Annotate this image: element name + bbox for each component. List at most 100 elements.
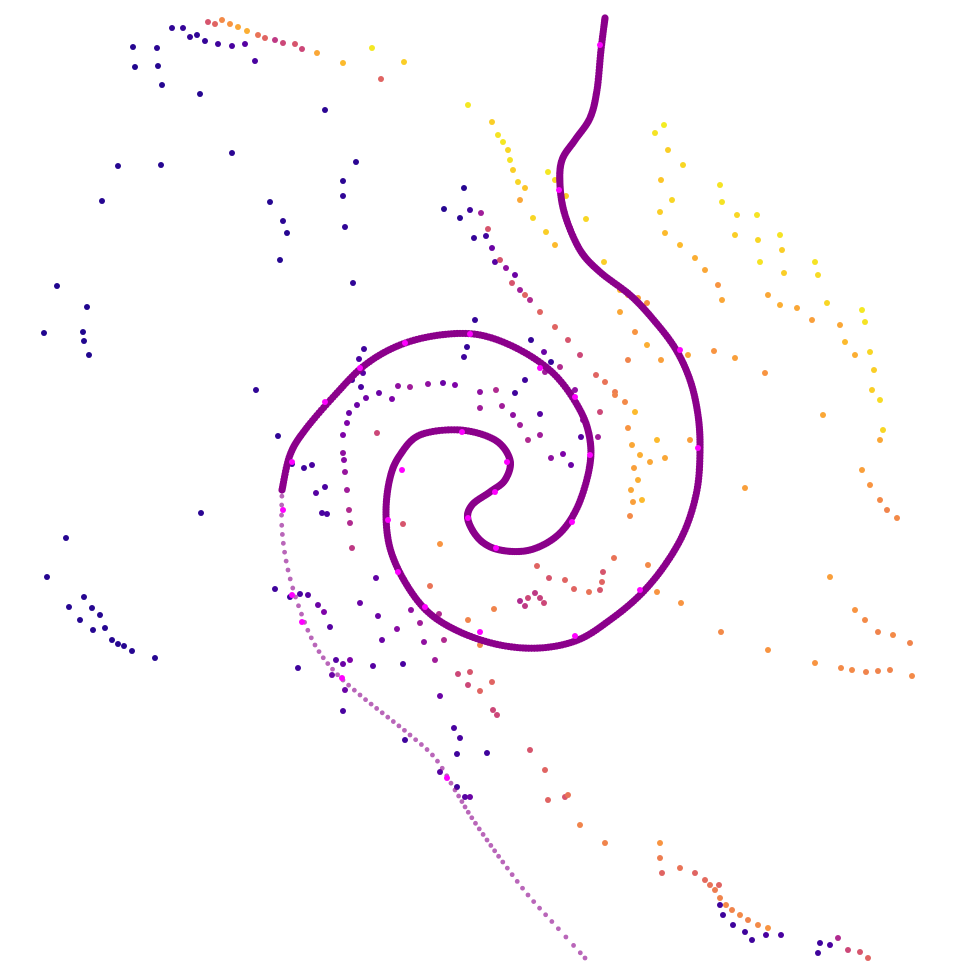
spiral-highlight-point — [289, 459, 295, 465]
scatter-point — [485, 226, 491, 232]
scatter-point — [457, 735, 463, 741]
spiral-tail-point — [279, 522, 285, 528]
scatter-point — [494, 712, 500, 718]
scatter-point — [244, 28, 250, 34]
scatter-point — [627, 513, 633, 519]
scatter-point — [880, 427, 886, 433]
spiral-tail-point — [335, 672, 340, 678]
scatter-point — [652, 130, 658, 136]
scatter-point — [875, 629, 881, 635]
spiral-tail-point — [531, 899, 537, 905]
scatter-point — [765, 647, 771, 653]
scatter-point — [597, 409, 603, 415]
scatter-point — [599, 579, 605, 585]
spiral-tail-point — [424, 747, 430, 752]
spiral-tail-point — [379, 710, 385, 716]
scatter-point — [400, 661, 406, 667]
scatter-point — [665, 147, 671, 153]
scatter-point — [401, 59, 407, 65]
scatter-point — [586, 589, 592, 595]
spiral-tail-point — [525, 892, 531, 898]
scatter-point — [198, 510, 204, 516]
scatter-point — [491, 606, 497, 612]
scatter-point — [477, 389, 483, 395]
spiral-tail-point — [514, 878, 520, 884]
scatter-point — [212, 21, 218, 27]
spiral-tail-point — [279, 493, 285, 499]
scatter-point — [158, 162, 164, 168]
scatter-point — [595, 434, 601, 440]
spiral-highlight-point — [322, 399, 328, 405]
scatter-point — [452, 382, 458, 388]
spiral-tail-point — [357, 692, 363, 698]
scatter-point — [572, 387, 578, 393]
spiral-tail-point — [462, 804, 468, 810]
spiral-tail-point — [279, 502, 285, 508]
scatter-point — [865, 955, 871, 961]
scatter-point — [545, 169, 551, 175]
scatter-point — [867, 482, 873, 488]
scatter-point — [81, 594, 87, 600]
scatter-point — [467, 669, 473, 675]
scatter-point — [280, 218, 286, 224]
scatter-point — [571, 586, 577, 592]
scatter-point — [484, 750, 490, 756]
scatter-point — [749, 937, 755, 943]
scatter-point — [578, 434, 584, 440]
spiral-highlight-point — [339, 675, 345, 681]
scatter-point — [467, 207, 473, 213]
spiral-highlight-point — [357, 365, 363, 371]
spiral-highlight-point — [465, 515, 471, 521]
scatter-point — [717, 902, 723, 908]
scatter-point — [461, 354, 467, 360]
scatter-point — [719, 297, 725, 303]
scatter-point — [757, 259, 763, 265]
spiral-highlight-point — [537, 365, 543, 371]
scatter-point — [344, 420, 350, 426]
scatter-point — [755, 922, 761, 928]
scatter-point — [611, 555, 617, 561]
scatter-point — [577, 822, 583, 828]
spiral-tail-point — [390, 719, 396, 724]
scatter-point — [357, 600, 363, 606]
scatter-point — [215, 41, 221, 47]
spiral-tail-point — [305, 627, 311, 633]
spiral-tail-point — [282, 549, 287, 555]
spiral-highlight-point — [597, 42, 603, 48]
scatter-point — [154, 45, 160, 51]
scatter-point — [685, 352, 691, 358]
scatter-point — [729, 907, 735, 913]
spiral-tail-point — [435, 758, 440, 764]
scatter-point — [593, 372, 599, 378]
scatter-point — [512, 390, 518, 396]
scatter-point — [89, 605, 95, 611]
scatter-point — [602, 379, 608, 385]
scatter-point — [628, 487, 634, 493]
scatter-point — [894, 515, 900, 521]
spiral-tail-point — [363, 697, 368, 703]
scatter-point — [617, 309, 623, 315]
scatter-point — [871, 367, 877, 373]
spiral-tail-point — [285, 567, 291, 573]
scatter-point — [363, 395, 369, 401]
scatter-point — [349, 545, 355, 551]
scatter-point — [272, 586, 278, 592]
scatter-point — [661, 122, 667, 128]
scatter-point — [370, 663, 376, 669]
scatter-point — [719, 199, 725, 205]
scatter-point — [297, 591, 303, 597]
scatter-point — [340, 432, 346, 438]
scatter-point — [489, 119, 495, 125]
spiral-tail-point — [456, 793, 462, 799]
scatter-point — [657, 855, 663, 861]
scatter-point — [602, 840, 608, 846]
spiral-highlight-point — [556, 187, 562, 193]
scatter-point — [465, 682, 471, 688]
scatter-point — [662, 230, 668, 236]
scatter-point — [534, 563, 540, 569]
scatter-point — [378, 76, 384, 82]
spiral-tail-point — [504, 865, 510, 871]
scatter-point — [322, 484, 328, 490]
scatter-point — [597, 587, 603, 593]
spiral-tail-point — [396, 723, 402, 729]
